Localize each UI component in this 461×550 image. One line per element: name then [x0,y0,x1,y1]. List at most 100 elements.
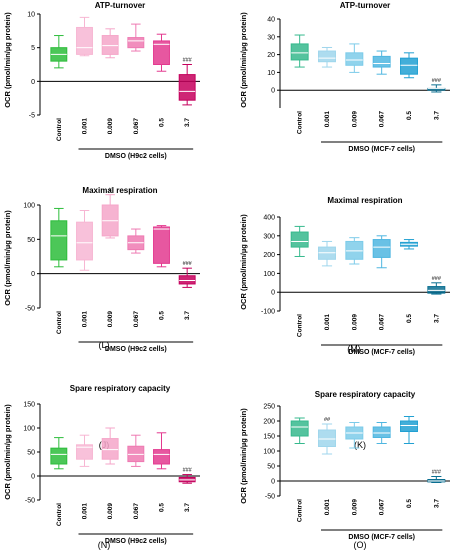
box-iqr [153,226,170,264]
significance-marker: ### [183,58,193,64]
box-iqr [178,74,196,101]
chart-panel-l: Maximal respiration OCR (pmol/min/µg prot… [3,186,200,353]
box-iqr [50,220,68,261]
y-tick-label: 100 [23,426,35,433]
y-tick-label: 100 [23,203,35,210]
box-iqr [372,55,391,68]
category-label: 0.067 [379,111,386,128]
y-axis-label: OCR (pmol/min/µg protein) [239,12,248,108]
box-iqr [290,43,309,61]
category-label: 0.5 [406,111,413,120]
group-label: DMSO (H9c2 cells) [105,153,167,160]
y-axis-label: OCR (pmol/min/µg protein) [239,408,248,504]
category-label: 0.001 [324,314,331,331]
box-iqr [153,40,170,65]
category-label: 0.001 [82,311,89,328]
box-iqr [290,231,309,248]
category-label: 0.067 [133,503,140,520]
category-label: Control [297,314,304,337]
box-iqr [400,420,418,432]
y-tick-label: 10 [267,70,275,77]
box-iqr [372,239,391,258]
box-iqr [178,275,196,285]
box-iqr [101,438,119,460]
group-label: DMSO (H9c2 cells) [105,346,167,353]
box-iqr [290,420,309,437]
box-iqr [76,221,93,261]
y-tick-label: 0 [271,88,275,95]
y-tick-label: 0 [31,79,35,86]
chart-panel-k: ATP-turnover OCR (pmol/min/µg protein) 0 10… [239,1,450,450]
group-label: DMSO (H9c2 cells) [105,538,167,545]
category-label: 0.009 [107,503,114,520]
significance-marker: ### [432,470,442,476]
y-tick-label: 0 [271,290,275,297]
significance-marker: ### [183,468,193,474]
box-iqr [101,35,119,55]
category-label: 0.001 [324,111,331,128]
category-label: 0.5 [159,311,166,320]
category-label: 3.7 [184,311,191,320]
chart-title: Spare respiratory capacity [315,390,416,399]
category-label: 0.5 [406,499,413,508]
y-tick-label: 0 [31,474,35,481]
category-label: Control [56,503,63,526]
y-tick-label: 30 [267,34,275,41]
chart-title: Spare respiratory capacity [70,384,171,393]
y-tick-label: -5 [29,113,35,120]
y-tick-label: 400 [263,215,275,222]
category-label: 3.7 [433,499,440,508]
box-iqr [127,37,145,49]
y-tick-label: 300 [263,233,275,240]
y-tick-label: 5 [31,45,35,52]
category-label: Control [297,499,304,522]
panel-label: (O) [354,540,367,550]
chart-panel-m: Maximal respiration OCR (pmol/min/µg prot… [239,196,450,356]
category-label: 0.001 [82,118,89,135]
category-label: 3.7 [184,118,191,127]
category-label: 0.067 [133,311,140,328]
panel-label: (N) [98,540,111,550]
y-tick-label: -100 [261,309,275,316]
significance-marker: ### [432,276,442,282]
category-label: Control [297,111,304,134]
chart-title: Maximal respiration [327,196,402,205]
box-iqr [153,449,170,465]
y-tick-label: 100 [263,449,275,456]
category-label: 0.5 [406,314,413,323]
y-tick-label: 150 [23,402,35,409]
category-label: Control [56,118,63,141]
box-iqr [318,429,336,447]
category-label: 0.067 [379,499,386,516]
panel-label: (L) [99,340,110,350]
y-tick-label: 0 [271,479,275,486]
y-tick-label: 200 [263,252,275,259]
y-tick-label: 40 [267,17,275,24]
significance-marker: ### [183,261,193,267]
panel-label: (K) [354,440,366,450]
group-label: DMSO (MCF-7 cells) [348,349,415,356]
category-label: 0.009 [107,311,114,328]
category-label: 0.009 [351,314,358,331]
chart-panel-n: Spare respiratory capacity OCR (pmol/min/… [3,384,200,550]
chart-title: Maximal respiration [82,186,157,195]
significance-marker: ## [324,417,331,423]
y-axis-label: OCR (pmol/min/µg protein) [3,12,12,108]
group-label: DMSO (MCF-7 cells) [348,534,415,541]
y-axis-label: OCR (pmol/min/µg protein) [3,210,12,306]
box-iqr [76,444,93,460]
box-iqr [50,447,68,465]
box-iqr [372,426,391,438]
chart-title: ATP-turnover [340,1,391,10]
y-axis-label: OCR (pmol/min/µg protein) [239,214,248,310]
y-tick-label: 250 [263,404,275,411]
y-tick-label: 200 [263,419,275,426]
box-iqr [318,50,336,63]
y-tick-label: 50 [27,450,35,457]
significance-marker: # [109,188,113,194]
y-tick-label: 50 [27,237,35,244]
category-label: 0.001 [82,503,89,520]
y-tick-label: 20 [267,52,275,59]
y-tick-label: -50 [25,306,35,313]
category-label: 0.5 [159,118,166,127]
